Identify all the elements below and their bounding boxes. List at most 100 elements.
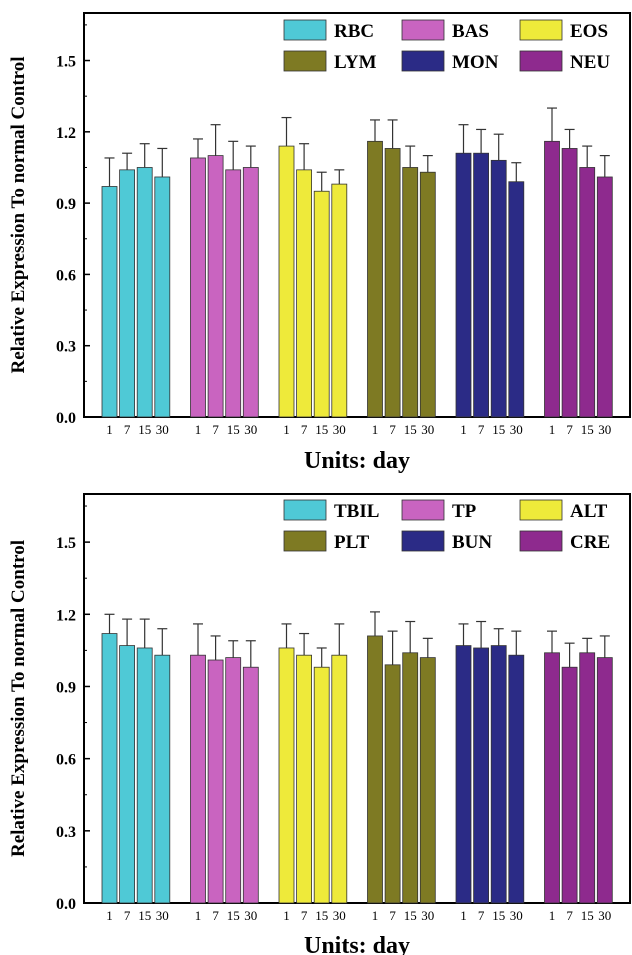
bottom-legend-swatch-plt bbox=[283, 530, 327, 552]
top-legend-label-rbc: RBC bbox=[334, 21, 374, 42]
bottom-x-tick-label: 7 bbox=[124, 908, 131, 923]
bottom-bar-alt bbox=[278, 647, 295, 904]
top-x-tick-label: 7 bbox=[301, 422, 308, 437]
bar-chart-bottom: 0.0 0.3 0.6 0.9 1.2 1.5 Relative Expression To… bbox=[8, 493, 631, 955]
top-legend-swatch-mon bbox=[401, 50, 445, 72]
top-y-tick-label: 0.9 bbox=[56, 196, 76, 213]
bottom-bar-tbil bbox=[136, 647, 153, 904]
chart-panel-bottom: 0.0 0.3 0.6 0.9 1.2 1.5 Relative Expression To… bbox=[0, 478, 632, 955]
bottom-y-tick-label: 0.6 bbox=[56, 752, 76, 769]
bottom-legend-label-cre: CRE bbox=[570, 532, 610, 553]
bottom-bar-tp bbox=[190, 654, 206, 904]
top-bar-rbc bbox=[136, 167, 153, 418]
bottom-x-tick-label: 15 bbox=[138, 908, 151, 923]
bottom-x-tick-label: 30 bbox=[510, 908, 523, 923]
bottom-legend-swatch-cre bbox=[519, 530, 563, 552]
bottom-legend-label-tbil: TBIL bbox=[334, 501, 379, 522]
bottom-legend-swatch-bun bbox=[401, 530, 445, 552]
top-legend-label-eos: EOS bbox=[570, 21, 608, 42]
bottom-bar-tbil bbox=[154, 654, 171, 904]
bottom-x-tick-label: 1 bbox=[195, 908, 202, 923]
top-legend-label-bas: BAS bbox=[452, 21, 489, 42]
top-bar-lym bbox=[367, 140, 383, 418]
top-x-tick-label: 30 bbox=[333, 422, 346, 437]
bottom-x-tick-label: 1 bbox=[283, 908, 290, 923]
top-legend-swatch-rbc bbox=[283, 19, 327, 41]
bottom-x-tick-label: 7 bbox=[566, 908, 573, 923]
top-x-tick-label: 7 bbox=[389, 422, 396, 437]
top-bar-bas bbox=[225, 169, 242, 418]
bottom-bar-tp bbox=[207, 659, 224, 904]
bottom-plot-frame bbox=[83, 493, 631, 904]
bottom-bar-bun bbox=[473, 647, 490, 904]
top-legend-swatch-bas bbox=[401, 19, 445, 41]
top-legend-swatch-neu bbox=[519, 50, 563, 72]
top-bar-rbc bbox=[154, 176, 171, 418]
bottom-legend-label-alt: ALT bbox=[570, 501, 608, 522]
top-bar-eos bbox=[278, 145, 295, 418]
bottom-x-tick-label: 1 bbox=[372, 908, 379, 923]
top-x-tick-label: 1 bbox=[549, 422, 556, 437]
top-x-tick-label: 15 bbox=[404, 422, 417, 437]
top-y-axis-label: Relative Expression To normal Control bbox=[8, 56, 29, 373]
bottom-bar-tbil bbox=[119, 645, 135, 904]
top-x-tick-label: 7 bbox=[212, 422, 219, 437]
bottom-legend: TBIL TP ALT PLT BUN CRE bbox=[283, 499, 610, 553]
top-bar-lym bbox=[419, 171, 436, 418]
top-x-tick-label: 15 bbox=[138, 422, 151, 437]
top-bar-neu bbox=[579, 167, 596, 418]
top-bar-lym bbox=[384, 148, 401, 418]
top-x-tick-label: 7 bbox=[478, 422, 485, 437]
bottom-bar-cre bbox=[596, 657, 613, 904]
bottom-x-tick-label: 15 bbox=[227, 908, 240, 923]
top-bar-rbc bbox=[101, 186, 118, 418]
top-x-tick-label: 30 bbox=[598, 422, 611, 437]
top-plot-frame bbox=[83, 12, 631, 418]
bottom-legend-label-tp: TP bbox=[452, 501, 477, 522]
bottom-bar-cre bbox=[544, 652, 560, 904]
top-x-tick-label: 30 bbox=[421, 422, 434, 437]
top-x-tick-label: 30 bbox=[510, 422, 523, 437]
top-legend-label-neu: NEU bbox=[570, 52, 610, 73]
top-bar-bas bbox=[190, 157, 206, 418]
top-x-tick-label: 7 bbox=[566, 422, 573, 437]
top-x-tick-label: 1 bbox=[106, 422, 113, 437]
bottom-y-tick-label: 0.0 bbox=[56, 896, 76, 913]
bottom-legend-swatch-tp bbox=[401, 499, 445, 521]
bottom-x-tick-label: 30 bbox=[598, 908, 611, 923]
bottom-bar-plt bbox=[402, 652, 419, 904]
top-x-tick-label: 7 bbox=[124, 422, 131, 437]
top-x-tick-label: 30 bbox=[156, 422, 169, 437]
bottom-bar-plt bbox=[419, 657, 436, 904]
bottom-bar-cre bbox=[579, 652, 596, 904]
top-legend-label-mon: MON bbox=[452, 52, 499, 73]
bottom-bar-bun bbox=[455, 645, 472, 904]
top-x-tick-label: 15 bbox=[227, 422, 240, 437]
bottom-bar-tbil bbox=[101, 633, 118, 904]
top-x-tick-label: 15 bbox=[581, 422, 594, 437]
bottom-bar-alt bbox=[313, 666, 330, 904]
bottom-legend-label-bun: BUN bbox=[452, 532, 492, 553]
top-y-tick-label: 1.5 bbox=[56, 54, 76, 71]
bottom-x-tick-label: 30 bbox=[421, 908, 434, 923]
bottom-bar-plt bbox=[367, 635, 383, 904]
bottom-legend-swatch-tbil bbox=[283, 499, 327, 521]
top-bar-bas bbox=[242, 167, 259, 418]
top-x-tick-label: 15 bbox=[315, 422, 328, 437]
top-y-tick-label: 0.6 bbox=[56, 267, 76, 284]
top-bar-neu bbox=[596, 176, 613, 418]
top-bars: 1 7 15 30 1 7 15 30 1 7 15 30 1 7 15 30 1 7 15 30 1 7 15 30 bbox=[101, 107, 613, 437]
top-y-tick-label: 0.0 bbox=[56, 410, 76, 427]
top-bar-eos bbox=[331, 183, 348, 418]
top-bar-mon bbox=[473, 152, 490, 418]
bottom-x-tick-label: 30 bbox=[244, 908, 257, 923]
top-bar-lym bbox=[402, 167, 419, 418]
top-x-tick-label: 1 bbox=[460, 422, 467, 437]
top-bar-eos bbox=[296, 169, 313, 418]
bottom-y-tick-label: 1.2 bbox=[56, 607, 76, 624]
bottom-x-tick-label: 30 bbox=[156, 908, 169, 923]
top-y-ticks: 0.0 0.3 0.6 0.9 1.2 1.5 bbox=[56, 24, 90, 427]
chart-panel-top: 0.0 0.3 0.6 0.9 1.2 1.5 Relative Expression To… bbox=[0, 0, 632, 477]
bottom-y-tick-label: 0.3 bbox=[56, 824, 76, 841]
top-y-tick-label: 1.2 bbox=[56, 125, 76, 142]
